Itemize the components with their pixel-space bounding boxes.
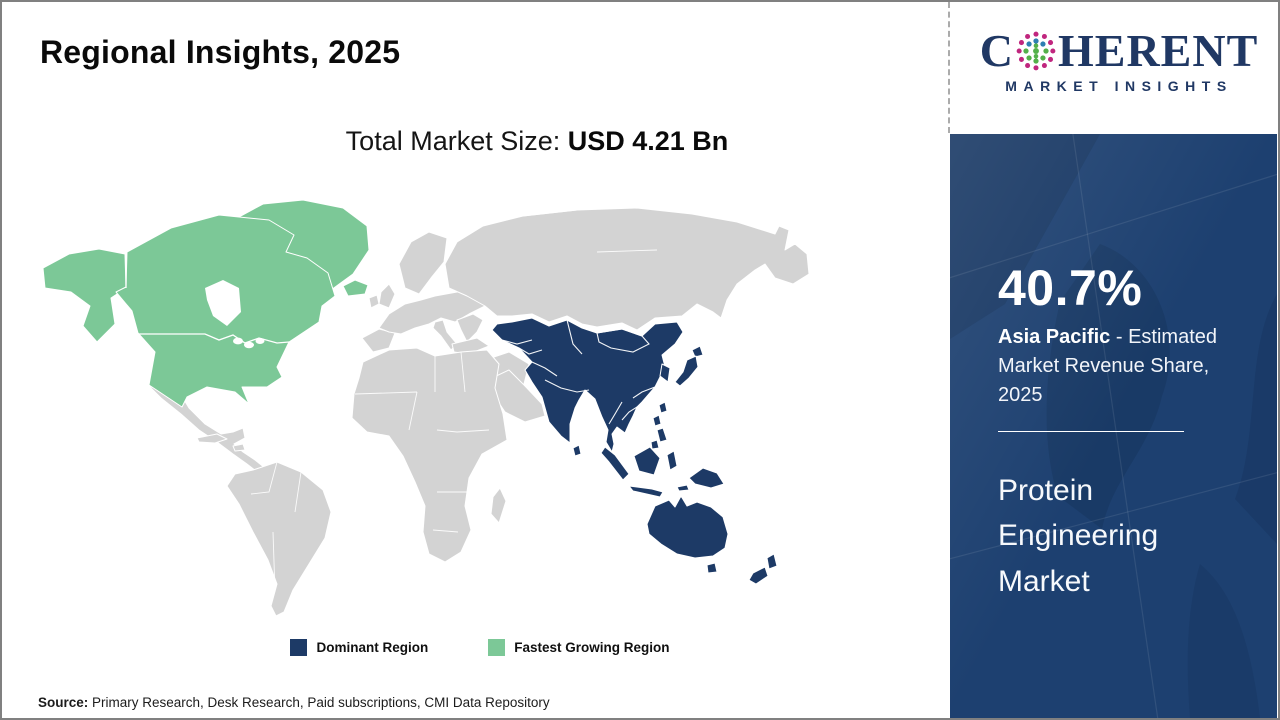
- map-region-asia-pacific: [491, 317, 778, 585]
- map-water-cutouts: [205, 280, 265, 349]
- company-logo: C HERENT MARKET INSIGHTS: [970, 28, 1268, 95]
- page-title: Regional Insights, 2025: [40, 34, 401, 70]
- sidebar-map-watermark: [950, 134, 1277, 718]
- world-map-svg: [42, 199, 810, 617]
- dominant-region-swatch: [290, 639, 308, 656]
- market-share-region: Asia Pacific: [998, 325, 1111, 348]
- map-country-borders-gray: [250, 209, 658, 593]
- fastest-growing-region-label: Fastest Growing Region: [514, 640, 670, 655]
- logo-letter-c: C: [979, 25, 1014, 76]
- market-share-desc-text: - Estimated Market Revenue Share, 2025: [998, 325, 1217, 407]
- fastest-growing-region-swatch: [488, 639, 506, 656]
- map-legend: Dominant Region Fastest Growing Region: [90, 639, 870, 656]
- legend-item-dominant: Dominant Region: [290, 639, 428, 656]
- dotted-globe-icon: [1016, 31, 1056, 71]
- world-map: [37, 192, 817, 620]
- map-country-borders-ap: [501, 319, 656, 425]
- total-market-size-label: Total Market Size:: [345, 126, 568, 156]
- total-market-size-value: USD 4.21 Bn: [567, 126, 729, 156]
- market-name: Protein Engineering Market: [998, 473, 1159, 598]
- map-region-rest-of-world: [148, 207, 810, 617]
- map-region-north-america: [42, 199, 370, 408]
- market-share-description: Asia Pacific - Estimated Market Revenue …: [998, 323, 1247, 411]
- logo-word-rest: HERENT: [1057, 25, 1259, 76]
- highlight-sidebar: 40.7% Asia Pacific - Estimated Market Re…: [950, 134, 1277, 718]
- source-text: Primary Research, Desk Research, Paid su…: [88, 695, 550, 710]
- dominant-region-label: Dominant Region: [316, 640, 429, 655]
- logo-wordmark: C HERENT: [970, 28, 1268, 74]
- header-dashed-divider: [948, 2, 950, 133]
- legend-item-fastest-growing: Fastest Growing Region: [488, 639, 670, 656]
- logo-subtitle: MARKET INSIGHTS: [1005, 78, 1233, 94]
- sidebar-content: 40.7% Asia Pacific - Estimated Market Re…: [950, 134, 1277, 604]
- source-label: Source:: [38, 695, 89, 710]
- total-market-size: Total Market Size: USD 4.21 Bn: [137, 126, 937, 157]
- market-share-value: 40.7%: [998, 260, 1143, 316]
- map-country-borders-na: [125, 254, 290, 344]
- source-note: Source: Primary Research, Desk Research,…: [38, 695, 550, 710]
- sidebar-divider: [998, 430, 1184, 432]
